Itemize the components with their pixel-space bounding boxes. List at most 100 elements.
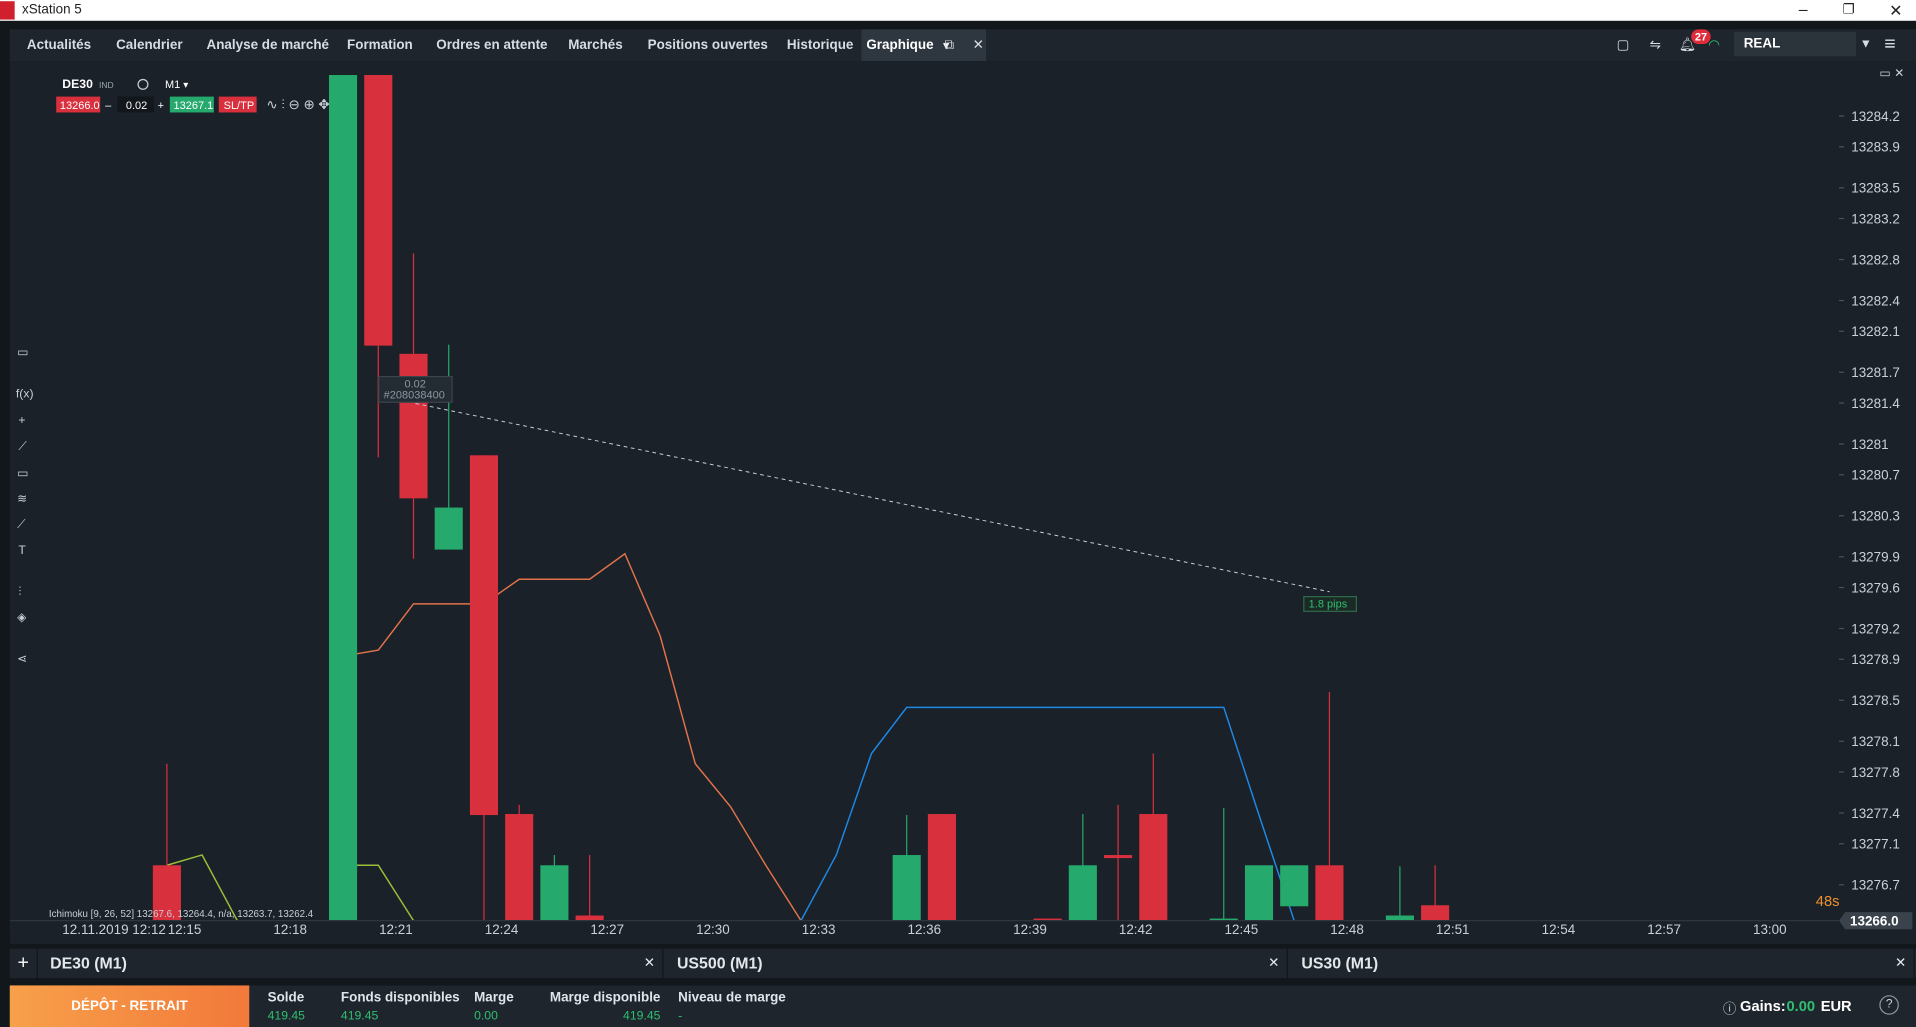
minus[interactable]: – (105, 100, 112, 112)
info-icon[interactable] (137, 78, 149, 90)
nav-tab[interactable]: Calendrier (116, 37, 183, 53)
tool[interactable]: ▭ (17, 345, 29, 359)
x-tick-label: 12:21 (379, 922, 413, 937)
countdown: 48s (1816, 894, 1840, 910)
account-type[interactable]: REAL (1733, 31, 1857, 57)
buy-button[interactable] (169, 96, 214, 113)
tool[interactable]: + (18, 413, 25, 427)
volume-box[interactable] (117, 96, 154, 113)
x-tick-label: 12:33 (802, 922, 836, 937)
bell-icon[interactable]: 🔔︎ (1678, 37, 1697, 53)
field-label: Niveau de marge (678, 990, 786, 1005)
panel-controls[interactable]: ▭ ✕ (1879, 66, 1904, 80)
x-tick-label: 12:54 (1542, 922, 1576, 937)
minimize-button[interactable]: – (1798, 0, 1808, 19)
detach-icon[interactable]: ⧉ (944, 37, 955, 53)
tool[interactable]: f(x) (16, 386, 34, 400)
gains-value: 0.00 (1786, 997, 1816, 1015)
add-tab[interactable]: + (10, 948, 38, 979)
y-tick-label: 13283.9 (1851, 140, 1900, 155)
window-title: xStation 5 (21, 2, 82, 18)
field-label: Fonds disponibles (340, 990, 460, 1005)
deposit-button[interactable]: DÉPÔT - RETRAIT (9, 985, 250, 1027)
buy-price: 13267.1 (174, 100, 214, 112)
menu-icon[interactable]: ≡ (1884, 34, 1896, 56)
close-tab-icon[interactable]: ✕ (972, 37, 984, 53)
candle-body (1421, 905, 1450, 921)
nav-tab[interactable]: Positions ouvertes (647, 37, 768, 53)
layout-icon[interactable]: ▢ (1616, 37, 1630, 53)
y-tick-label: 13279.9 (1851, 550, 1900, 565)
price-tag (1839, 912, 1913, 930)
chart-tab-close: ✕ (1894, 956, 1907, 971)
nav-tab[interactable]: Actualités (26, 37, 92, 53)
y-tick-label: 13279.6 (1851, 580, 1900, 595)
tool[interactable]: ◈ (17, 610, 27, 624)
chart: DE30 IND M1 ▾ 13266.0 – 0.02 + 13267.1 S… (9, 66, 1913, 937)
wifi-icon: ◠ (1708, 37, 1721, 53)
interval[interactable]: M1 (165, 79, 180, 91)
nav-tab[interactable]: Marchés (568, 37, 623, 53)
chart-tab[interactable]: DE30 (M1) ✕ (38, 948, 664, 979)
chart-tab[interactable]: US30 (M1) ✕ (1289, 948, 1915, 979)
trend-line (415, 402, 1330, 593)
chart-tab-label: US500 (M1) (676, 953, 763, 972)
tool[interactable]: ⫶ (18, 584, 21, 598)
rate-icon[interactable]: ⇋ (1649, 37, 1661, 53)
interval-caret: ▾ (183, 80, 188, 91)
indicator-label: Ichimoku [9, 26, 52] 13267.6, 13264.4, n… (49, 909, 314, 920)
x-tick-label: 12:15 (168, 922, 202, 937)
chart-tab[interactable]: US500 (M1) ✕ (665, 948, 1288, 979)
tool[interactable]: ▭ (17, 466, 29, 480)
tool[interactable]: ≋ (17, 491, 27, 505)
gains-currency: EUR (1820, 997, 1852, 1015)
account-field: Niveau de marge - (678, 990, 786, 1023)
nav-tab[interactable]: Ordres en attente (436, 37, 548, 53)
sltp-button[interactable] (218, 96, 257, 113)
y-tick-label: 13280.3 (1851, 509, 1900, 524)
account-field: Solde 419.45 (268, 990, 305, 1023)
candle-body (364, 75, 393, 346)
tool[interactable]: ⟋ (17, 517, 26, 531)
x-tick-label: 12:42 (1119, 922, 1153, 937)
x-tick-label: 12:51 (1436, 922, 1470, 937)
nav-tab[interactable]: Formation (347, 37, 413, 53)
nav-tab[interactable]: Analyse de marché (206, 37, 330, 53)
candle-body (1280, 865, 1309, 907)
plus[interactable]: + (158, 100, 164, 112)
price-tag-label: 13266.0 (1850, 914, 1899, 929)
title-bar: xStation 5 – ❐ ✕ (0, 0, 1916, 21)
y-tick-label: 13281.7 (1851, 365, 1900, 380)
order-label-box[interactable] (378, 375, 453, 403)
field-value: 0.00 (474, 1009, 498, 1024)
sell-button[interactable] (56, 96, 101, 113)
help-button[interactable]: ? (1879, 995, 1899, 1015)
y-tick-label: 13280.7 (1851, 468, 1900, 483)
info-icon[interactable]: ⓘ (1722, 1002, 1737, 1018)
candle-body (328, 75, 358, 921)
restore-button[interactable]: ❐ (1842, 2, 1855, 18)
active-tab[interactable]: Graphique (861, 29, 987, 62)
tool-icons[interactable]: ∿ ⫶ ⊖ ⊕ ✥ (266, 97, 329, 112)
tool[interactable]: ⋖ (17, 652, 27, 666)
nav-tab[interactable]: Historique (786, 37, 854, 53)
y-tick-label: 13283.5 (1851, 181, 1900, 196)
y-tick-label: 13278.1 (1851, 734, 1900, 749)
order-id: #208038400 (384, 390, 445, 402)
tool[interactable]: T (18, 543, 26, 557)
account-caret[interactable]: ▼ (1859, 37, 1872, 52)
x-tick-label: 12:18 (273, 922, 307, 937)
app-icon (0, 1, 15, 20)
tool[interactable]: ⟋ (18, 439, 27, 453)
x-tick-label: 12:24 (485, 922, 519, 937)
measure-box (1303, 596, 1357, 612)
account-bar: DÉPÔT - RETRAIT Solde 419.45 Fonds disponi… (9, 985, 1916, 1027)
close-button[interactable]: ✕ (1889, 1, 1903, 20)
chart-tab-label: DE30 (M1) (50, 953, 127, 972)
candle-body (927, 814, 956, 921)
x-tick-label: 12:39 (1013, 922, 1047, 937)
y-tick-label: 13276.7 (1851, 878, 1900, 893)
y-tick-label: 13279.2 (1851, 621, 1900, 636)
